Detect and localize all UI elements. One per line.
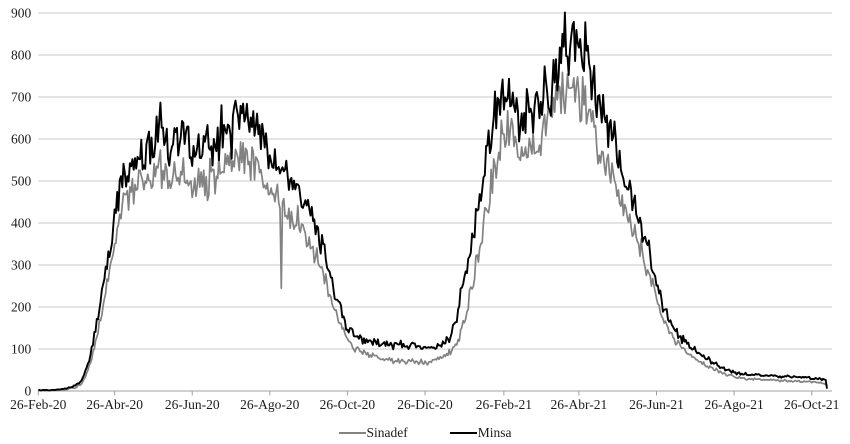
y-tick-label: 0	[25, 384, 32, 399]
y-tick-label: 500	[11, 174, 32, 189]
x-tick-label: 26-Dic-20	[397, 397, 453, 412]
x-tick-label: 26-Jun-20	[165, 397, 220, 412]
series-line-sinadef	[38, 71, 828, 392]
y-tick-label: 100	[11, 342, 32, 357]
x-tick-label: 26-Abr-21	[551, 397, 608, 412]
y-tick-label: 400	[11, 216, 32, 231]
legend-item-sinadef: Sinadef	[338, 425, 408, 440]
legend-label-minsa: Minsa	[477, 425, 512, 440]
x-tick-label: 26-Feb-20	[10, 397, 66, 412]
chart-legend: Sinadef Minsa	[0, 423, 850, 443]
x-tick-label: 26-Ago-21	[704, 397, 763, 412]
x-tick-label: 26-Feb-21	[476, 397, 532, 412]
x-tick-label: 26-Oct-20	[320, 397, 376, 412]
y-tick-label: 700	[11, 90, 32, 105]
y-tick-label: 800	[11, 48, 32, 63]
x-tick-label: 26-Ago-20	[240, 397, 299, 412]
y-tick-label: 200	[11, 300, 32, 315]
legend-label-sinadef: Sinadef	[366, 425, 408, 440]
legend-item-minsa: Minsa	[449, 425, 512, 440]
y-tick-label: 600	[11, 132, 32, 147]
x-tick-label: 26-Abr-20	[86, 397, 143, 412]
x-tick-label: 26-Oct-21	[784, 397, 839, 412]
minsa-line-swatch	[449, 432, 477, 434]
sinadef-line-swatch	[338, 432, 366, 434]
y-tick-label: 900	[11, 6, 32, 21]
chart-area: 0 100 200 300 400 500 600 700 800 900 26-Feb-20 26-…	[10, 6, 839, 413]
series-line-minsa	[38, 11, 828, 392]
x-tick-label: 26-Jun-21	[629, 397, 684, 412]
line-chart: 0 100 200 300 400 500 600 700 800 900 26-Feb-20 26-…	[10, 6, 839, 413]
y-tick-label: 300	[11, 258, 32, 273]
